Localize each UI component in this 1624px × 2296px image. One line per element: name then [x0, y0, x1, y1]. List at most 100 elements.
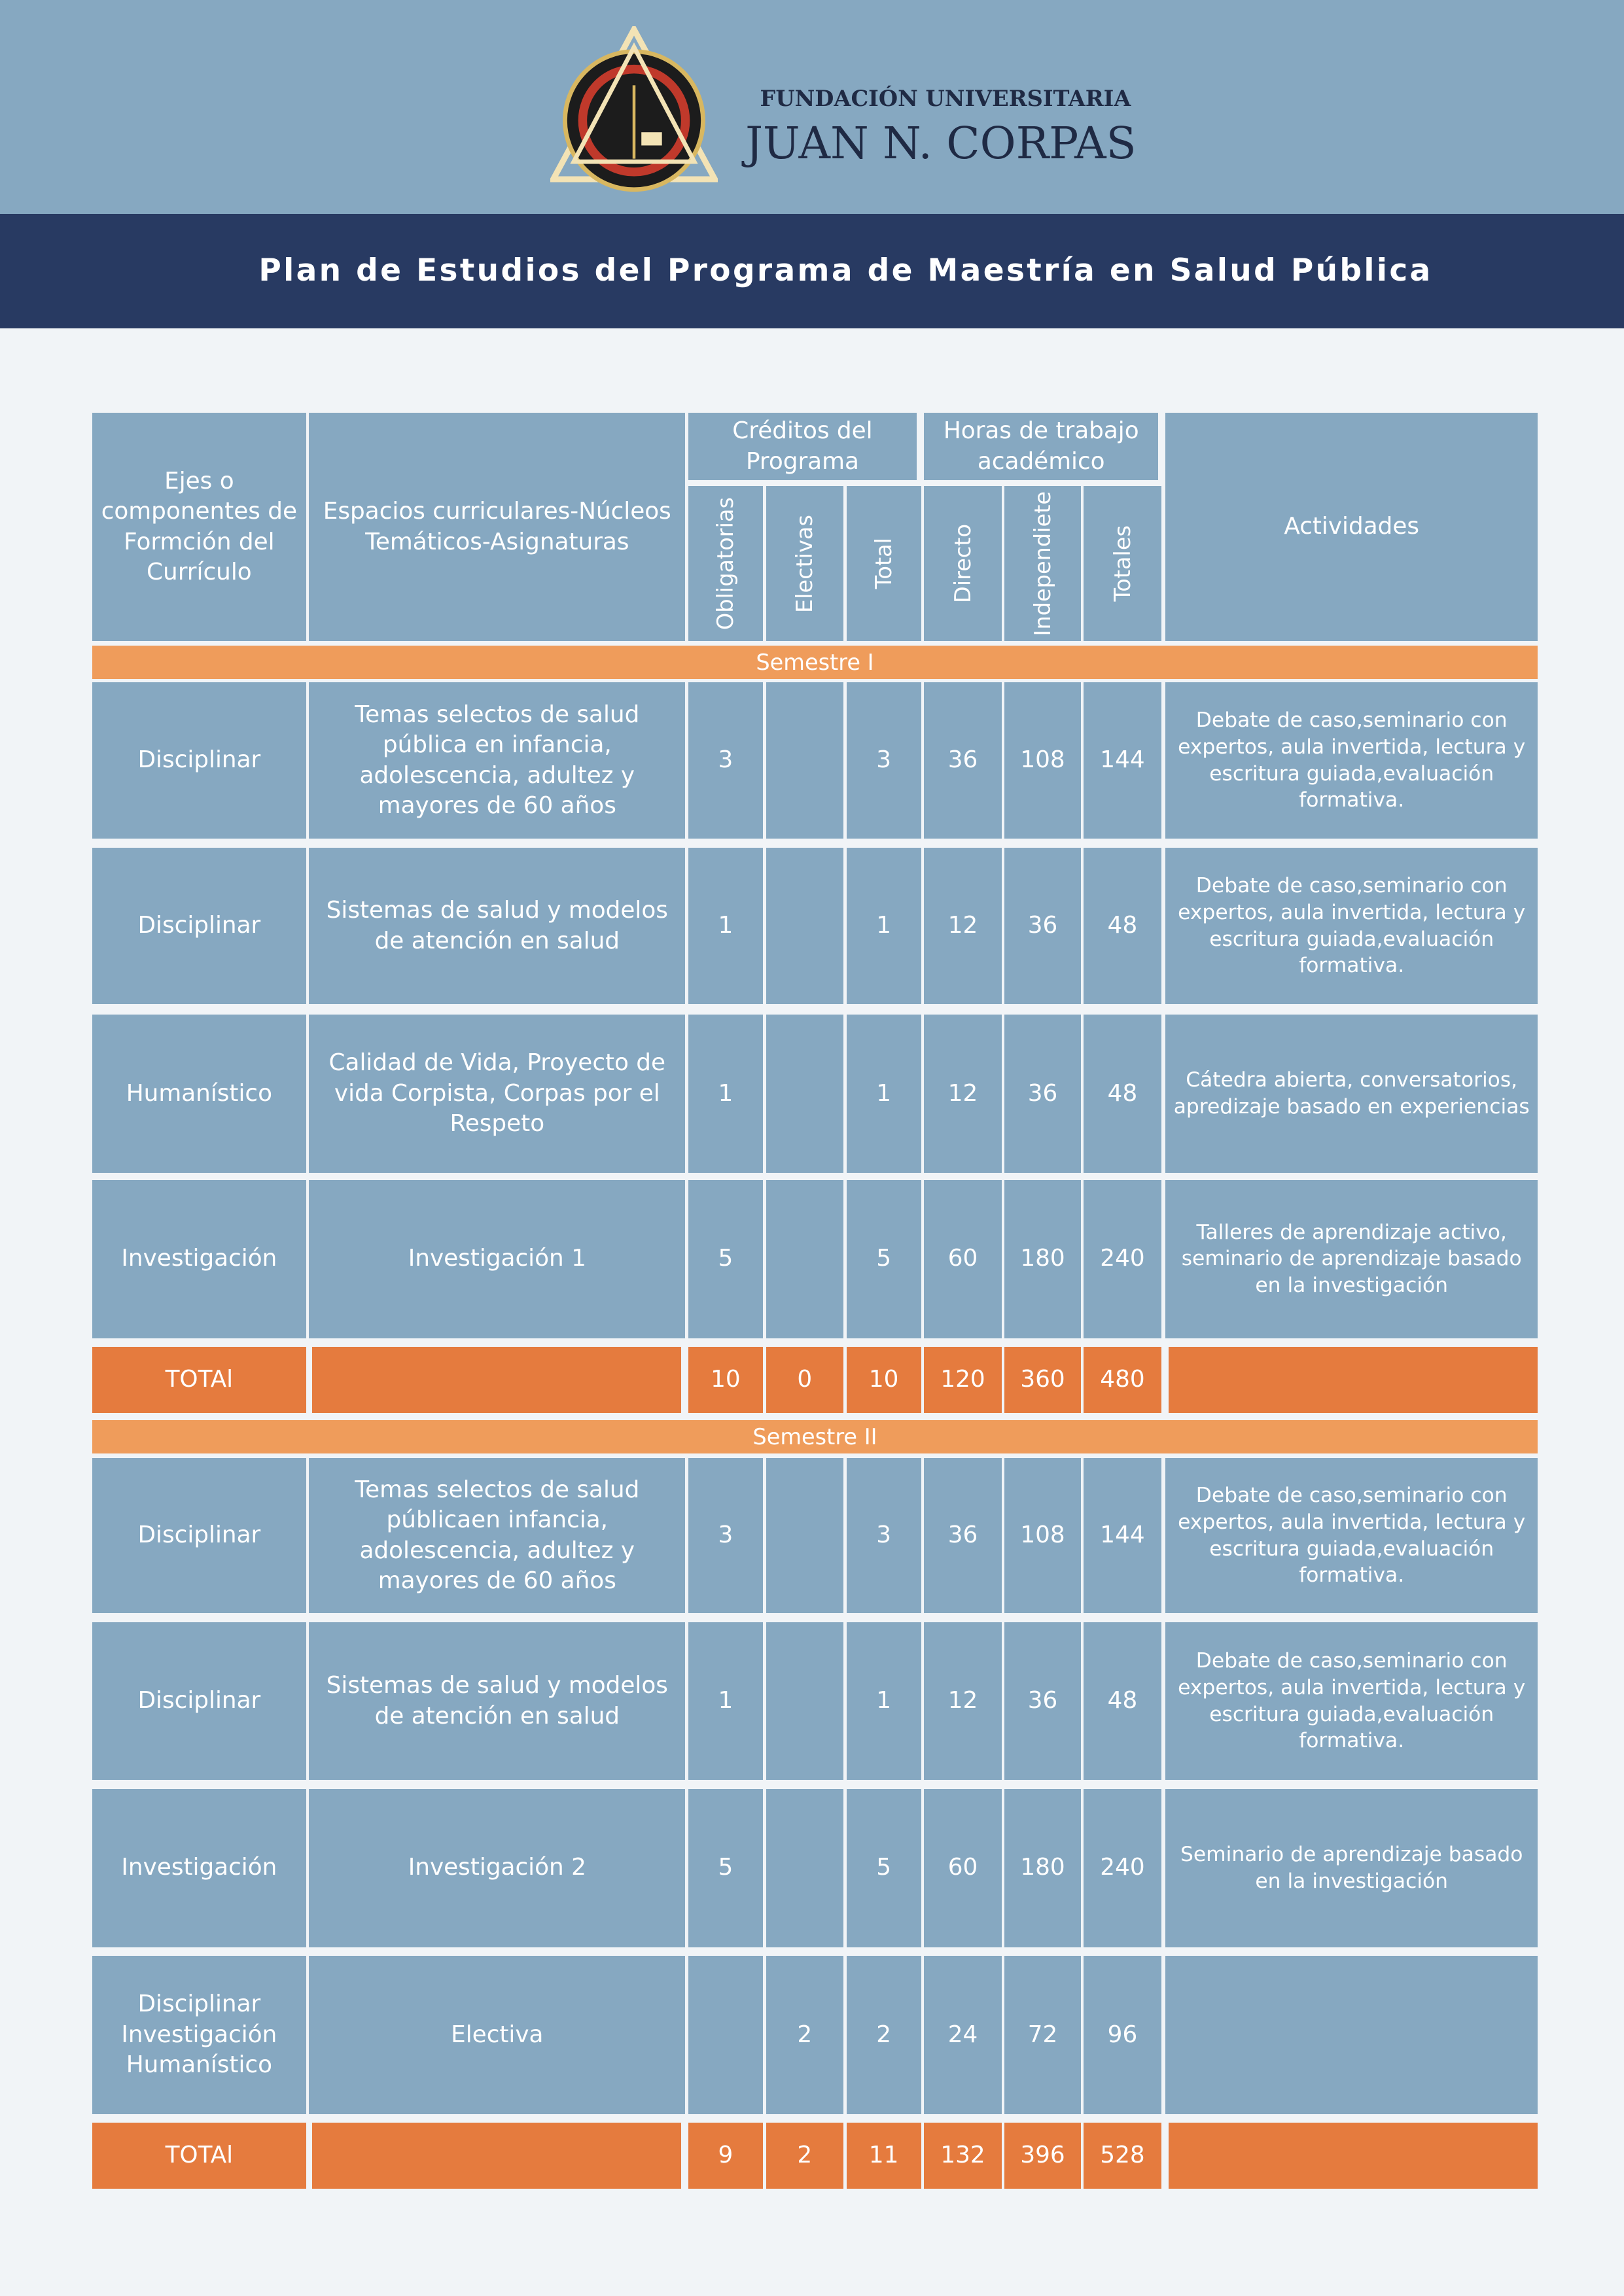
- cell-text: 5: [718, 1854, 733, 1881]
- cell: Sistemas de salud y modelos de atención …: [309, 847, 686, 1005]
- cell: 60: [924, 1788, 1002, 1947]
- cell-text: 5: [876, 1245, 892, 1272]
- cell: [766, 1179, 844, 1338]
- cell-text: Calidad de Vida, Proyecto de vida Corpis…: [328, 1049, 666, 1138]
- cell-text: 1: [718, 1687, 733, 1714]
- cell: 3: [688, 1458, 764, 1614]
- cell: Disciplinar: [92, 847, 306, 1005]
- total-empty: [1168, 1347, 1538, 1413]
- total-cell: 120: [924, 1347, 1002, 1413]
- org-line2: JUAN N. CORPAS: [739, 114, 1171, 173]
- cell: 2: [766, 1956, 844, 2114]
- cell-text: Electivas: [791, 514, 817, 613]
- cell-text: 0: [797, 1366, 813, 1393]
- cell: 48: [1084, 847, 1161, 1005]
- cell-text: Debate de caso,seminario con expertos, a…: [1178, 708, 1526, 812]
- cell-text: 180: [1020, 1245, 1065, 1272]
- cell-text: Independiete: [1029, 491, 1055, 636]
- cell: 12: [924, 847, 1002, 1005]
- sub-header: Obligatorias: [688, 486, 764, 642]
- cell: Investigación: [92, 1179, 306, 1338]
- cell: 3: [846, 682, 921, 839]
- cell-text: 36: [1027, 912, 1058, 939]
- sub-header: Total: [846, 486, 921, 642]
- top-band: [0, 0, 1624, 214]
- cell-text: 240: [1100, 1245, 1145, 1272]
- cell: Disciplinar Investigación Humanístico: [92, 1956, 306, 2114]
- cell-text: 11: [868, 2142, 899, 2169]
- cell-text: Sistemas de salud y modelos de atención …: [326, 897, 668, 954]
- cell: 36: [1004, 1014, 1081, 1173]
- total-cell: 10: [846, 1347, 921, 1413]
- cell: 36: [1004, 1622, 1081, 1781]
- cell-text: 1: [718, 1079, 733, 1107]
- cell: Debate de caso,seminario con expertos, a…: [1165, 847, 1538, 1005]
- cell: Temas selectos de salud públicaen infanc…: [309, 1458, 686, 1614]
- title-band: [0, 214, 1624, 328]
- cell-text: Talleres de aprendizaje activo, seminari…: [1181, 1220, 1522, 1298]
- cell-text: Humanístico: [126, 1079, 272, 1107]
- cell-text: Seminario de aprendizaje basado en la in…: [1180, 1843, 1523, 1893]
- cell-text: 180: [1020, 1854, 1065, 1881]
- total-empty: [311, 2123, 681, 2189]
- cell: 108: [1004, 1458, 1081, 1614]
- total-cell: 0: [766, 1347, 844, 1413]
- cell-text: Investigación 2: [408, 1854, 586, 1881]
- cell: 96: [1084, 1956, 1161, 2114]
- cell: 5: [846, 1179, 921, 1338]
- sub-header: Directo: [924, 486, 1002, 642]
- cell-text: Investigación: [121, 1854, 277, 1881]
- cell-text: Disciplinar: [137, 912, 261, 939]
- cell-text: TOTAl: [165, 2142, 234, 2169]
- cell: [766, 1622, 844, 1781]
- cell-text: 1: [718, 912, 733, 939]
- cell-text: 36: [1027, 1079, 1058, 1107]
- cell-text: 48: [1107, 1079, 1138, 1107]
- cell-text: Investigación: [121, 1245, 277, 1272]
- cell-text: 108: [1020, 1522, 1065, 1549]
- total-cell: 9: [688, 2123, 764, 2189]
- cell-text: 48: [1107, 912, 1138, 939]
- cell: Disciplinar: [92, 1622, 306, 1781]
- cell-text: 2: [797, 2142, 813, 2169]
- cell: 1: [688, 847, 764, 1005]
- sub-header: Totales: [1084, 486, 1161, 642]
- cell: Temas selectos de salud pública en infan…: [309, 682, 686, 839]
- cell-text: Semestre I: [756, 649, 874, 675]
- cell-text: Directo: [949, 524, 976, 604]
- cell: 108: [1004, 682, 1081, 839]
- cell: 1: [688, 1014, 764, 1173]
- col-header: Espacios curriculares-Núcleos Temáticos-…: [309, 413, 686, 642]
- cell-text: Totales: [1109, 525, 1135, 602]
- cell: [766, 847, 844, 1005]
- cell: 12: [924, 1622, 1002, 1781]
- cell: 5: [688, 1179, 764, 1338]
- cell-text: 48: [1107, 1687, 1138, 1714]
- cell-text: 12: [947, 1687, 978, 1714]
- cell-text: FUNDACIÓN UNIVERSITARIA: [760, 85, 1131, 112]
- cell: Disciplinar: [92, 1458, 306, 1614]
- cell-text: 5: [876, 1854, 892, 1881]
- cell: 240: [1084, 1179, 1161, 1338]
- cell: 180: [1004, 1179, 1081, 1338]
- cell: 3: [688, 682, 764, 839]
- total-cell: 528: [1084, 2123, 1161, 2189]
- cell-text: 144: [1100, 1522, 1145, 1549]
- cell-text: 10: [711, 1366, 741, 1393]
- cell-text: 240: [1100, 1854, 1145, 1881]
- total-cell: 2: [766, 2123, 844, 2189]
- cell-text: 24: [947, 2021, 978, 2048]
- cell-text: 108: [1020, 746, 1065, 774]
- cell-text: 36: [1027, 1687, 1058, 1714]
- cell-text: Electiva: [451, 2021, 544, 2048]
- cell-text: 132: [940, 2142, 985, 2169]
- cell-text: 528: [1100, 2142, 1145, 2169]
- cell-text: Semestre II: [752, 1423, 877, 1450]
- total-empty: [1168, 2123, 1538, 2189]
- cell: 36: [924, 682, 1002, 839]
- cell: 48: [1084, 1014, 1161, 1173]
- cell: 1: [846, 1622, 921, 1781]
- cell-text: 60: [947, 1854, 978, 1881]
- cell: 48: [1084, 1622, 1161, 1781]
- group-header: Horas de trabajo académico: [924, 413, 1159, 481]
